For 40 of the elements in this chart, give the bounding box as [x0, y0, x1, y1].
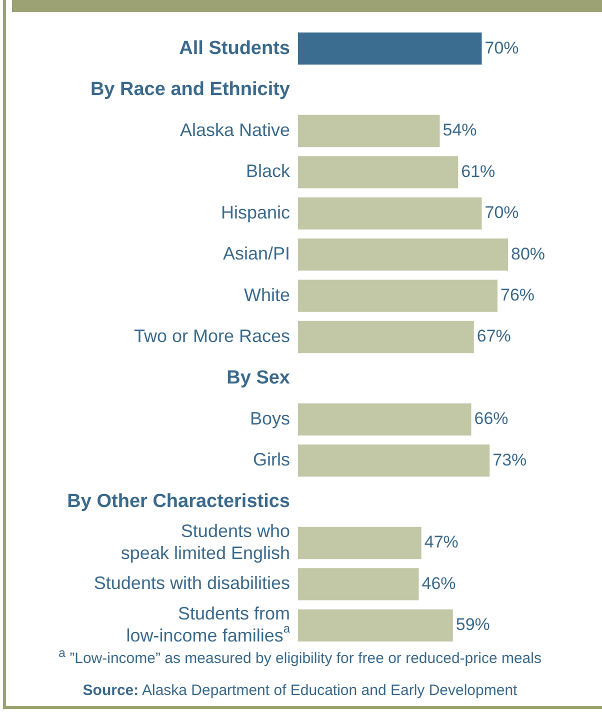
y-tick-label: Hispanic [220, 202, 290, 222]
bar [298, 444, 490, 477]
y-tick-label: Girls [253, 450, 290, 470]
bar [298, 568, 419, 600]
y-tick-label: Students who speak limited English [120, 520, 290, 563]
bar [298, 197, 482, 230]
data-label: 76% [500, 285, 535, 304]
data-label: 67% [476, 326, 511, 346]
y-tick-label: Students with disabilities [94, 573, 290, 594]
data-label: 80% [511, 244, 546, 264]
y-tick-label: Alaska Native [180, 120, 290, 140]
bar [298, 320, 474, 354]
y-tick-label: By Other Characteristics [67, 491, 290, 512]
bar [298, 280, 498, 312]
y-tick-label: Black [246, 161, 291, 182]
bar [298, 114, 440, 148]
bar [298, 156, 458, 188]
bar [298, 609, 453, 642]
data-label: 66% [474, 409, 508, 428]
y-tick-label: Asian/PI [222, 244, 290, 264]
y-tick-label: By Sex [226, 367, 290, 388]
bar [298, 403, 472, 436]
y-tick-label: All Students [179, 38, 290, 59]
bar [298, 32, 482, 65]
data-label: 73% [492, 450, 527, 470]
y-tick-label: By Race and Ethnicity [90, 79, 290, 100]
data-label: 54% [442, 120, 477, 140]
y-tick-label: Boys [250, 408, 290, 428]
data-label: 47% [424, 532, 458, 552]
data-label: 59% [456, 615, 490, 634]
data-label: 61% [461, 162, 496, 181]
bar [298, 526, 422, 560]
data-label: 70% [484, 38, 519, 58]
source-note: Source: Alaska Department of Education and Early Development [82, 682, 518, 699]
text: $^{a}$ ”Low-income” as measured by eligibility for free or reduced-price meals [58, 646, 542, 667]
y-tick-label: Two or More Races [134, 326, 290, 346]
y-tick-label: White [244, 284, 290, 305]
bar [298, 238, 508, 271]
data-label: 46% [422, 574, 456, 593]
data-label: 70% [484, 203, 519, 222]
